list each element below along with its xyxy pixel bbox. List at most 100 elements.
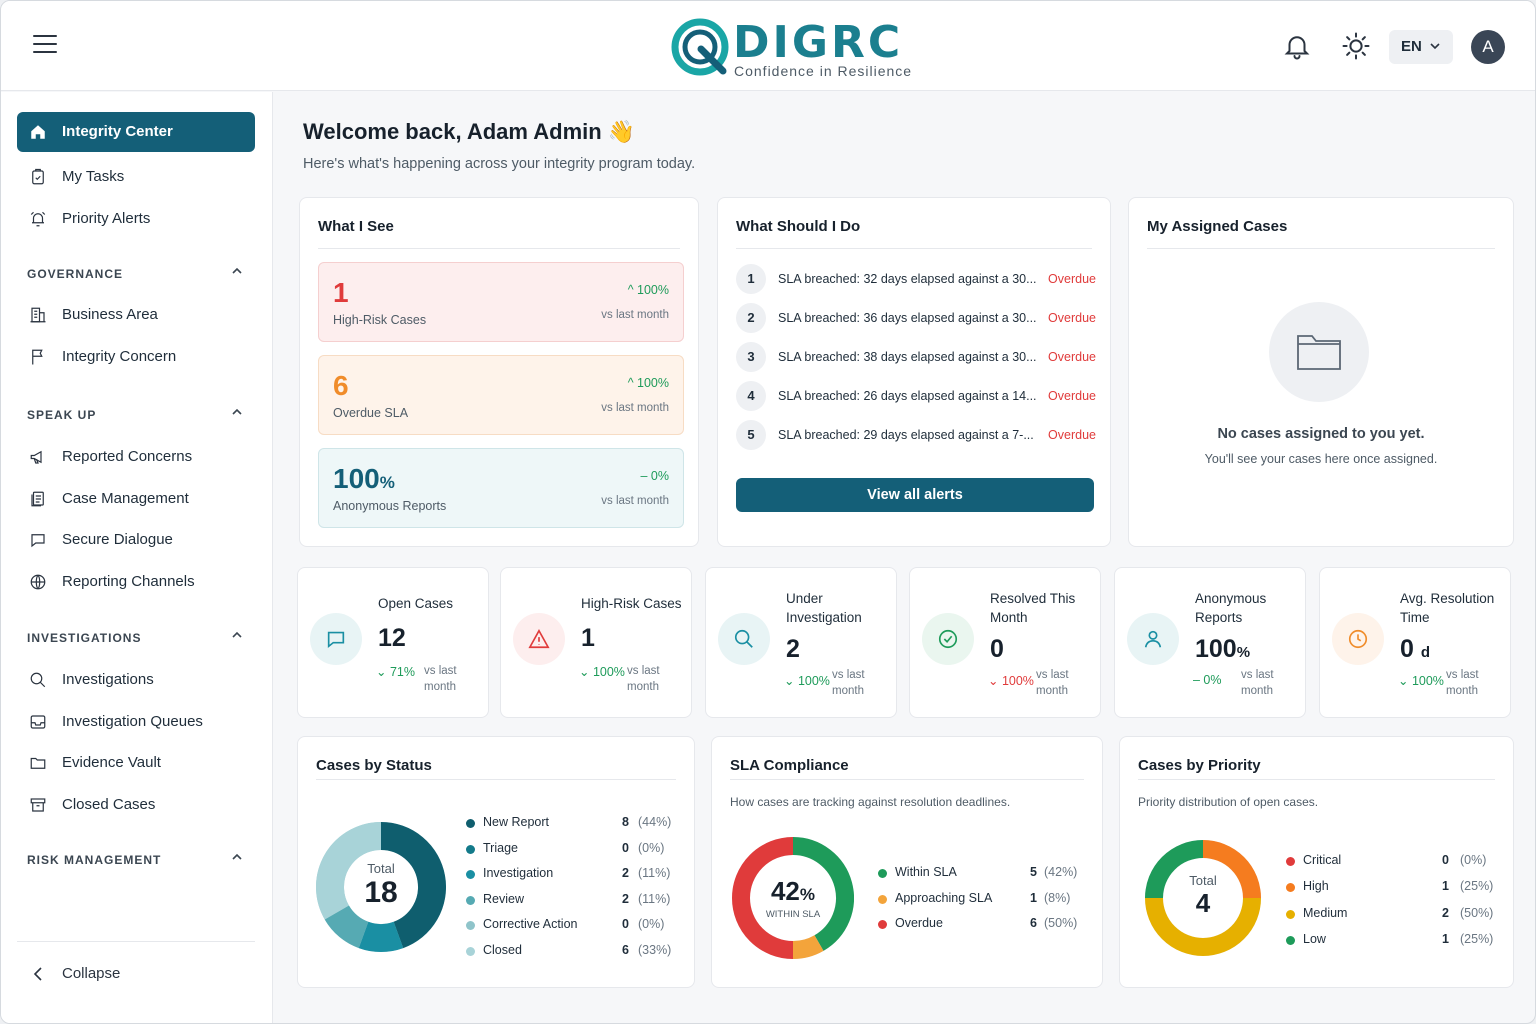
collapse-button[interactable]: Collapse xyxy=(17,954,255,994)
legend-item[interactable]: Within SLA 5 (42%) xyxy=(878,865,1094,885)
legend-percent: (0%) xyxy=(638,917,665,932)
donut-segment-closed[interactable] xyxy=(316,822,382,920)
alert-row[interactable]: 3 SLA breached: 38 days elapsed against … xyxy=(736,342,1096,372)
legend-dot xyxy=(878,869,887,878)
menu-icon[interactable] xyxy=(33,35,57,55)
alert-row[interactable]: 2 SLA breached: 36 days elapsed against … xyxy=(736,303,1096,333)
donut-center: 42% WITHIN SLA xyxy=(732,877,854,920)
alert-row[interactable]: 1 SLA breached: 32 days elapsed against … xyxy=(736,264,1096,294)
sidebar-item-business-area[interactable]: Business Area xyxy=(17,295,255,335)
sidebar-item-integrity-concern[interactable]: Integrity Concern xyxy=(17,337,255,377)
card-description: Priority distribution of open cases. xyxy=(1138,795,1319,809)
kpi-anonymous-reports[interactable]: Anonymous Reports 100% – 0% vs last mont… xyxy=(1114,567,1306,718)
brand-logo[interactable]: DIGRC Confidence in Resilience xyxy=(671,13,921,81)
section-governance[interactable]: GOVERNANCE xyxy=(27,267,247,281)
sidebar-item-integrity-center[interactable]: Integrity Center xyxy=(17,112,255,152)
folder-icon xyxy=(30,757,46,769)
chevron-up-icon xyxy=(231,629,243,644)
sun-icon[interactable] xyxy=(1341,31,1371,61)
legend-item[interactable]: Corrective Action 0 (0%) xyxy=(466,917,688,937)
metric-value: 6 xyxy=(333,370,349,401)
metric-change: ^ 100% xyxy=(627,376,669,390)
metric-value: 100 xyxy=(333,463,380,494)
kpi-avg-resolution-time[interactable]: Avg. Resolution Time 0 d ⌄ 100% vs last … xyxy=(1319,567,1511,718)
legend-item[interactable]: Low 1 (25%) xyxy=(1286,932,1510,952)
inbox-icon xyxy=(30,715,46,729)
legend-item[interactable]: Review 2 (11%) xyxy=(466,892,688,912)
sidebar-item-priority-alerts[interactable]: Priority Alerts xyxy=(17,199,255,239)
donut-center-label: WITHIN SLA xyxy=(765,909,821,920)
kpi-resolved-this-month[interactable]: Resolved This Month 0 ⌄ 100% vs last mon… xyxy=(909,567,1101,718)
donut-segment-low[interactable] xyxy=(1145,840,1204,899)
language-selector[interactable]: EN xyxy=(1389,30,1453,64)
legend-item[interactable]: Triage 0 (0%) xyxy=(466,841,688,861)
kpi-open-cases[interactable]: Open Cases 12 ⌄ 71% vs last month xyxy=(297,567,489,718)
sidebar-item-reported-concerns[interactable]: Reported Concerns xyxy=(17,437,255,477)
alert-text: SLA breached: 36 days elapsed against a … xyxy=(778,311,1037,325)
alert-row[interactable]: 5 SLA breached: 29 days elapsed against … xyxy=(736,420,1096,450)
legend-name: Review xyxy=(483,891,524,906)
alert-status: Overdue xyxy=(1048,311,1096,325)
sidebar-item-reporting-channels[interactable]: Reporting Channels xyxy=(17,562,255,602)
donut-segment-review[interactable] xyxy=(324,904,370,949)
metric-vs: vs last month xyxy=(601,402,669,414)
donut-segment-investigation[interactable] xyxy=(358,921,404,952)
section-investigations[interactable]: INVESTIGATIONS xyxy=(27,631,247,645)
legend-dot xyxy=(1286,936,1295,946)
sidebar-item-my-tasks[interactable]: My Tasks xyxy=(17,157,255,197)
metric-label: Overdue SLA xyxy=(333,406,409,420)
kpi-high-risk-cases[interactable]: High-Risk Cases 1 ⌄ 100% vs last month xyxy=(500,567,692,718)
donut-total-value: 18 xyxy=(364,876,398,909)
view-all-alerts-button[interactable]: View all alerts xyxy=(736,478,1094,512)
divider xyxy=(316,779,676,780)
legend-item[interactable]: Medium 2 (50%) xyxy=(1286,906,1510,926)
metric-vs: vs last month xyxy=(601,309,669,321)
check-circle-icon xyxy=(922,613,974,665)
donut-segment-within-sla[interactable] xyxy=(792,837,854,951)
sidebar: Integrity Center My Tasks Priority Alert… xyxy=(1,92,273,1023)
sidebar-item-investigation-queues[interactable]: Investigation Queues xyxy=(17,702,255,742)
cases-by-priority-card: Cases by Priority Priority distribution … xyxy=(1119,736,1514,988)
donut-segment-high[interactable] xyxy=(1202,840,1261,899)
donut-segment-approaching-sla[interactable] xyxy=(792,935,824,959)
legend-item[interactable]: Critical 0 (0%) xyxy=(1286,853,1510,873)
legend-item[interactable]: Overdue 6 (50%) xyxy=(878,916,1094,936)
sidebar-item-evidence-vault[interactable]: Evidence Vault xyxy=(17,743,255,783)
sidebar-item-label: Case Management xyxy=(62,490,189,507)
section-speak-up[interactable]: SPEAK UP xyxy=(27,408,247,422)
avatar[interactable]: A xyxy=(1471,30,1505,64)
donut-segment-medium[interactable] xyxy=(1145,897,1261,956)
legend-dot xyxy=(878,894,887,904)
sidebar-item-closed-cases[interactable]: Closed Cases xyxy=(17,785,255,825)
legend-item[interactable]: High 1 (25%) xyxy=(1286,879,1510,899)
metric-overdue-sla[interactable]: 6 Overdue SLA ^ 100% vs last month xyxy=(318,355,684,435)
legend-item[interactable]: Closed 6 (33%) xyxy=(466,943,688,963)
legend-item[interactable]: Approaching SLA 1 (8%) xyxy=(878,891,1094,911)
donut-center: Total 4 xyxy=(1145,873,1261,919)
metric-anonymous-reports[interactable]: 100% Anonymous Reports – 0% vs last mont… xyxy=(318,448,684,528)
legend-name: Approaching SLA xyxy=(895,890,993,905)
alert-status: Overdue xyxy=(1048,272,1096,286)
section-risk-management[interactable]: RISK MANAGEMENT xyxy=(27,853,247,867)
sidebar-item-investigations[interactable]: Investigations xyxy=(17,660,255,700)
sidebar-item-label: Integrity Concern xyxy=(62,348,177,365)
metric-high-risk[interactable]: 1 High-Risk Cases ^ 100% vs last month xyxy=(318,262,684,342)
bell-icon[interactable] xyxy=(1282,31,1312,61)
kpi-under-investigation[interactable]: Under Investigation 2 ⌄ 100% vs last mon… xyxy=(705,567,897,718)
sidebar-item-secure-dialogue[interactable]: Secure Dialogue xyxy=(17,520,255,560)
legend-item[interactable]: New Report 8 (44%) xyxy=(466,815,688,835)
alert-row[interactable]: 4 SLA breached: 26 days elapsed against … xyxy=(736,381,1096,411)
legend-count: 1 xyxy=(1030,890,1037,905)
divider xyxy=(318,248,680,249)
legend-percent: (42%) xyxy=(1044,865,1078,879)
kpi-change: ⌄ 100% xyxy=(579,665,625,679)
donut-segment-new-report[interactable] xyxy=(380,822,446,949)
cases-by-status-card: Cases by Status Total 18 New Report 8 (44%… xyxy=(297,736,695,988)
sidebar-item-label: Investigations xyxy=(62,671,154,688)
kpi-change: ⌄ 100% xyxy=(1398,674,1444,688)
sidebar-item-case-management[interactable]: Case Management xyxy=(17,479,255,519)
legend-item[interactable]: Investigation 2 (11%) xyxy=(466,866,688,886)
donut-segment-overdue[interactable] xyxy=(732,837,794,959)
kpi-label: High-Risk Cases xyxy=(581,596,682,611)
alert-number: 5 xyxy=(736,420,766,450)
